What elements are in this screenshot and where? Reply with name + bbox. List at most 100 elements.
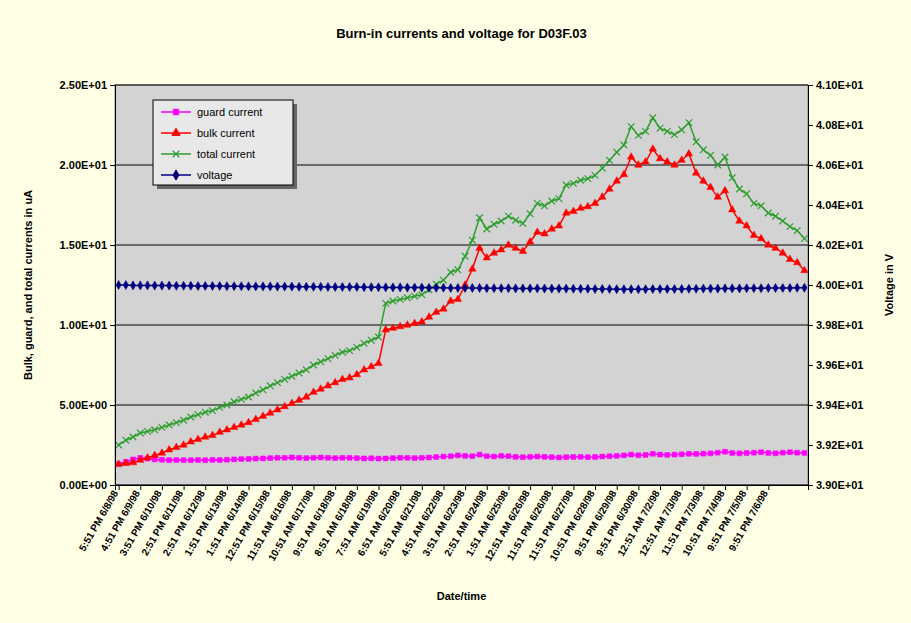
legend-marker [173,170,179,180]
marker [672,452,677,457]
marker [526,238,533,244]
x-tick-mark [357,485,358,490]
marker [398,283,403,292]
marker [137,456,144,462]
marker [766,451,771,456]
marker [167,458,172,463]
marker [130,281,135,290]
marker [701,451,706,456]
marker [230,423,237,429]
marker [151,451,158,457]
marker [340,282,345,291]
marker [562,209,569,215]
y2-axis-tick-mark [808,245,813,246]
marker [613,177,620,183]
y2-axis-tick-mark [808,125,813,126]
marker [627,153,634,159]
marker [535,454,540,459]
marker [751,200,758,207]
marker [389,324,396,330]
marker [678,127,685,134]
x-tick-mark [703,485,704,490]
marker [483,254,490,260]
x-tick-mark [552,485,553,490]
marker [404,321,411,327]
marker [512,217,519,224]
marker [736,186,743,193]
marker [267,383,274,390]
marker [607,454,612,459]
marker [773,283,778,292]
marker [585,175,592,182]
marker [130,434,137,441]
y2-axis-tick-mark [808,405,813,406]
legend: guard currentbulk currenttotal currentvo… [153,100,297,189]
marker [728,206,735,212]
marker [304,456,309,461]
marker [484,454,489,459]
x-tick-mark [314,485,315,490]
marker [476,215,483,222]
marker [194,435,201,441]
x-tick-mark [443,485,444,490]
marker [412,456,417,461]
marker [425,313,432,319]
marker [261,456,266,461]
x-tick-mark [638,485,639,490]
marker [441,454,446,459]
marker [137,430,144,437]
marker [268,456,273,461]
y2-axis-tick-mark [808,205,813,206]
marker [751,450,756,455]
marker [210,281,215,290]
marker [715,450,720,455]
marker [116,280,121,289]
marker [505,213,512,220]
y2-axis-tick-label: 3.94E+01 [816,399,863,411]
marker [556,195,563,202]
x-tick-mark [617,485,618,490]
marker [375,359,382,365]
marker [765,241,772,247]
marker [347,455,352,460]
marker [180,417,187,424]
marker [368,362,375,368]
marker [174,281,179,290]
marker [245,394,252,401]
marker [318,455,323,460]
y2-axis-tick: 3.98E+01 [808,319,863,331]
y-axis: 0.00E+005.00E+001.00E+011.50E+012.00E+01… [60,79,116,491]
y2-axis-tick-label: 4.08E+01 [816,119,863,131]
marker [542,454,547,459]
marker [548,198,555,205]
marker [224,457,229,462]
chart: 5:51 PM 6/8/984:51 PM 6/9/983:51 PM 6/10… [0,0,911,623]
marker [441,283,446,292]
marker [722,284,727,293]
legend-box [153,100,293,185]
x-tick-label: 9:51 PM 7/6/98 [726,488,770,553]
marker [519,247,526,253]
marker [528,454,533,459]
x-tick-mark [660,485,661,490]
legend-entry: bulk current [161,127,254,139]
x-tick-mark [508,485,509,490]
y2-axis-tick-mark [808,165,813,166]
marker [382,300,389,307]
y2-axis-tick-label: 3.90E+01 [816,479,863,491]
marker [195,281,200,290]
y2-axis-tick: 4.04E+01 [808,199,863,211]
marker [620,170,627,176]
marker [463,453,468,458]
y-axis-tick-mark [110,325,115,326]
x-tick-mark [378,485,379,490]
y-axis-tick-mark [110,245,115,246]
marker [188,458,193,463]
marker [188,414,195,421]
marker [203,458,208,463]
marker [708,451,713,456]
marker [779,218,786,225]
marker [216,404,223,411]
series [116,280,807,293]
marker [549,284,554,293]
